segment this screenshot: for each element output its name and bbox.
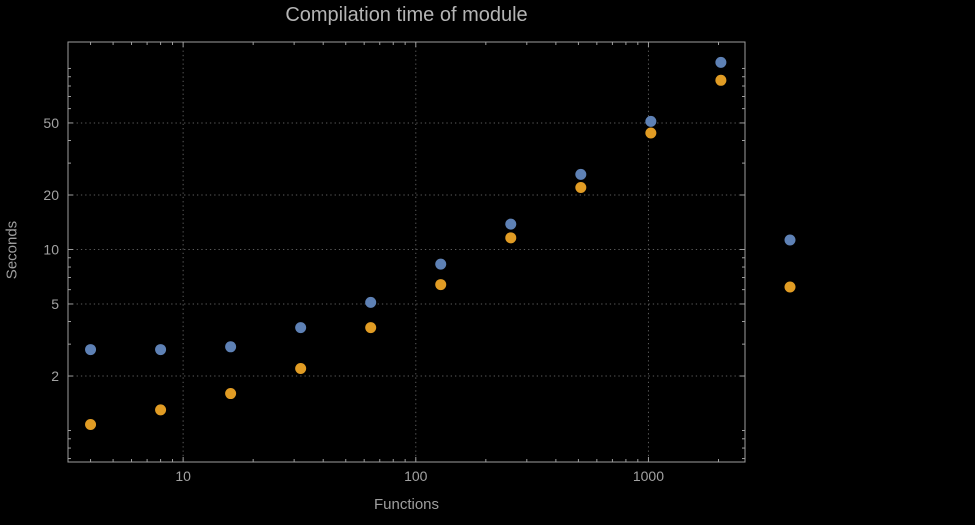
x-axis-label: Functions: [373, 496, 440, 513]
y-tick-label: 50: [43, 115, 59, 131]
data-point-series-orange: [295, 363, 307, 375]
data-point-series-blue: [85, 344, 97, 356]
data-point-series-blue: [155, 344, 167, 356]
legend-marker-orange: [784, 281, 796, 293]
data-point-series-orange: [715, 74, 727, 86]
data-point-series-orange: [575, 181, 587, 193]
data-point-series-orange: [85, 418, 97, 430]
y-axis-label: Seconds: [3, 220, 21, 280]
legend-marker-blue: [784, 234, 796, 246]
y-tick-label: 5: [51, 296, 59, 312]
x-tick-label: 1000: [633, 468, 664, 484]
data-point-series-orange: [155, 404, 167, 416]
plot-frame: [67, 41, 746, 463]
chart-title: Compilation time of module: [285, 4, 528, 26]
data-point-series-blue: [225, 341, 237, 353]
x-tick-label: 10: [175, 468, 191, 484]
data-point-series-orange: [435, 279, 447, 291]
data-point-series-orange: [225, 388, 237, 400]
y-tick-label: 2: [51, 368, 59, 384]
y-tick-label: 20: [43, 187, 59, 203]
data-point-series-orange: [505, 232, 517, 244]
data-point-series-blue: [435, 258, 447, 270]
x-tick-label: 100: [404, 468, 428, 484]
data-point-series-blue: [365, 296, 377, 308]
data-point-series-blue: [505, 218, 517, 230]
data-point-series-blue: [295, 322, 307, 334]
data-point-series-blue: [645, 115, 657, 127]
data-point-series-orange: [645, 127, 657, 139]
data-point-series-orange: [365, 322, 377, 334]
data-point-series-blue: [575, 168, 587, 180]
data-point-series-blue: [715, 56, 727, 68]
y-tick-label: 10: [43, 241, 59, 257]
